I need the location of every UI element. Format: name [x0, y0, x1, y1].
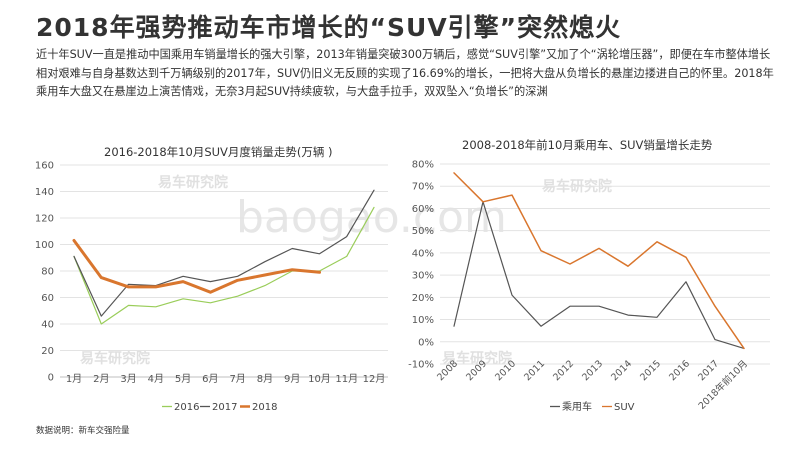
chart2-x-tick-label: 2013 — [580, 358, 605, 383]
chart1-x-tick-label: 1月 — [66, 373, 82, 385]
chart2-series-SUV — [453, 172, 745, 350]
chart2-x-tick-label: 2011 — [522, 358, 547, 383]
chart1-x-tick-label: 8月 — [257, 373, 273, 385]
chart1-legend-label: 2017 — [212, 402, 237, 413]
chart2-y-tick-label: -10% — [408, 360, 434, 371]
intro-paragraph: 近十年SUV一直是推动中国乘用车销量增长的强大引擎，2013年销量突破300万辆… — [36, 48, 774, 98]
chart2-title: 2008-2018年前10月乘用车、SUV销量增长走势 — [462, 138, 713, 152]
chart2-y-tick-label: 80% — [412, 160, 434, 171]
chart2-x-tick-label: 2009 — [464, 358, 489, 383]
chart2-x-tick-label: 2010 — [493, 358, 518, 383]
chart2-legend-label: SUV — [614, 402, 635, 413]
chart1-y-tick-label: 100 — [35, 240, 54, 251]
chart1-series-2018 — [72, 239, 321, 294]
chart1-y-tick-label: 140 — [35, 187, 54, 198]
watermark-logo-1: 易车研究院 — [158, 175, 228, 191]
chart1-x-tick-label: 12月 — [363, 373, 386, 385]
chart1-x-tick-label: 5月 — [175, 373, 191, 385]
chart2-x-tick-label: 2008 — [435, 358, 460, 383]
chart1-y-tick-label: 60 — [41, 293, 54, 304]
chart2-y-tick-label: 50% — [412, 226, 434, 237]
chart2-legend-label: 乘用车 — [562, 400, 592, 413]
chart1-series-2016 — [73, 206, 375, 325]
chart1-y-tick-label: 40 — [41, 320, 54, 331]
chart2-y-tick-label: 20% — [412, 293, 434, 304]
watermark-logo-4: 易车研究院 — [442, 351, 512, 367]
chart1-y-tick-label: 80 — [41, 267, 54, 278]
chart2-x-tick-label: 2017 — [696, 358, 721, 383]
chart1-x-tick-label: 10月 — [308, 373, 331, 385]
chart1-x-tick-label: 9月 — [284, 373, 300, 385]
chart2-y-tick-label: 60% — [412, 204, 434, 215]
chart1-y-tick-label: 120 — [35, 214, 54, 225]
chart1-legend-label: 2016 — [174, 402, 199, 413]
watermark-logo-2: 易车研究院 — [80, 351, 150, 367]
chart1-x-tick-label: 7月 — [229, 373, 245, 385]
watermark-logo-3: 易车研究院 — [542, 179, 612, 195]
chart2-x-tick-label: 2015 — [638, 358, 663, 383]
chart2-y-tick-label: 10% — [412, 315, 434, 326]
chart2-y-tick-label: 40% — [412, 248, 434, 259]
chart1-series-2017 — [73, 189, 375, 317]
chart1-x-tick-label: 6月 — [202, 373, 218, 385]
chart1-x-tick-label: 11月 — [335, 373, 358, 385]
chart2-y-tick-label: 30% — [412, 271, 434, 282]
chart2-x-tick-label: 2016 — [667, 358, 692, 383]
chart2-x-tick-label: 2012 — [551, 358, 576, 383]
chart2-y-tick-label: 0% — [418, 337, 434, 348]
chart1-x-tick-label: 3月 — [120, 373, 136, 385]
chart1-x-tick-label: 2月 — [93, 373, 109, 385]
chart1-y-tick-label: 0 — [48, 373, 54, 384]
chart2-x-tick-label: 2014 — [609, 358, 634, 383]
page-title: 2018年强势推动车市增长的“SUV引擎”突然熄火 — [36, 13, 622, 42]
chart2-series-乘用车 — [453, 201, 745, 349]
chart1-legend-label: 2018 — [252, 402, 277, 413]
data-source-note: 数据说明：新车交强险量 — [36, 426, 130, 436]
chart2-x-tick-label: 2018年前10月 — [696, 358, 750, 412]
chart1-y-tick-label: 160 — [35, 161, 54, 172]
chart1-x-tick-label: 4月 — [148, 373, 164, 385]
chart1-title: 2016-2018年10月SUV月度销量走势(万辆 ) — [104, 145, 333, 159]
chart1-y-tick-label: 20 — [41, 346, 54, 357]
chart2-y-tick-label: 70% — [412, 182, 434, 193]
